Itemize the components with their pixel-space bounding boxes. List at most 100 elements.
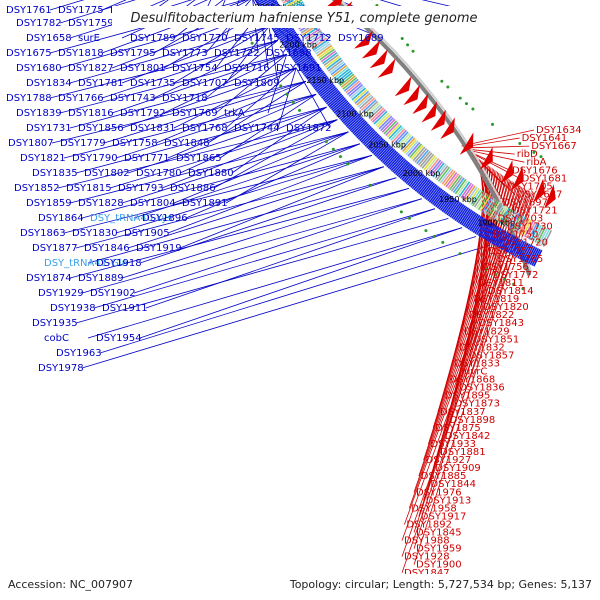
gene-label[interactable]: DSY1834	[26, 78, 72, 89]
gene-label[interactable]: DSY1680	[16, 63, 62, 74]
gene-label[interactable]: DSY1773	[162, 48, 208, 59]
gene-label[interactable]: DSY1718	[162, 93, 208, 104]
gene-label[interactable]: DSY1675	[6, 48, 52, 59]
gene-label[interactable]: DSY1780	[136, 168, 182, 179]
gene-label[interactable]: DSY1745	[234, 33, 280, 44]
gene-label[interactable]: DSY1641	[522, 133, 568, 144]
gene-label[interactable]: DSY1811	[478, 278, 524, 289]
gene-label[interactable]: DSY1743	[110, 93, 156, 104]
gene-label[interactable]: DSY1864	[38, 213, 84, 224]
gene-label[interactable]: DSY1795	[110, 48, 156, 59]
gene-label[interactable]: DSY1828	[78, 198, 124, 209]
gene-label[interactable]: DSY1929	[38, 288, 84, 299]
gene-label[interactable]: DSY1958	[411, 503, 457, 514]
gene-label[interactable]: DSY1768	[182, 123, 228, 134]
gene-label[interactable]: DSY1909	[435, 463, 481, 474]
gene-label[interactable]: DSY1722	[214, 48, 260, 59]
gene-label[interactable]: DSY1872	[286, 123, 332, 134]
gene-label[interactable]: DSY1847	[404, 568, 450, 579]
gene-label[interactable]: DSY1954	[96, 333, 142, 344]
gene-label[interactable]: DSY1829	[464, 326, 510, 337]
gene-label[interactable]: DSY1658	[26, 33, 72, 44]
gene-label[interactable]: DSY1938	[50, 303, 96, 314]
gene-label[interactable]: DSY1821	[20, 153, 66, 164]
gene-label[interactable]: DSY1928	[404, 552, 450, 563]
gene-label[interactable]: DSY1809	[234, 78, 280, 89]
gene-label[interactable]: DSY1758	[112, 138, 158, 149]
gene-label[interactable]: DSY1814	[488, 286, 534, 297]
gene-label[interactable]: DSY1820	[483, 302, 529, 313]
gene-label[interactable]: DSY1634	[536, 125, 582, 136]
gene-label[interactable]: DSY1895	[445, 391, 491, 402]
gene-label[interactable]: DSY1902	[90, 288, 136, 299]
right-gene-labels[interactable]: DSY1634DSY1641DSY1667ribDribADSY1676DSY1…	[404, 125, 582, 579]
gene-label[interactable]: DSY1793	[118, 183, 164, 194]
gene-label[interactable]: DSY1819	[474, 294, 520, 305]
gene-label[interactable]: DSY1772	[493, 270, 539, 281]
gene-label[interactable]: DSY1735	[130, 78, 176, 89]
gene-label[interactable]: DSY1731	[26, 123, 72, 134]
gene-label[interactable]: DSY1770	[182, 33, 228, 44]
gene-label[interactable]: DSY1769	[172, 108, 218, 119]
gene-label[interactable]: DSY1845	[416, 528, 462, 539]
gene-label[interactable]: DSY1865	[176, 153, 222, 164]
gene-label[interactable]: DSY1833	[454, 358, 500, 369]
gene-label[interactable]: DSY1788	[6, 93, 52, 104]
gene-label[interactable]: DSY1707	[182, 78, 228, 89]
gene-label[interactable]: DSY1730	[507, 222, 553, 233]
gene-label[interactable]: DSY1917	[421, 511, 467, 522]
gene-label[interactable]: DSY1856	[78, 123, 124, 134]
gene-label[interactable]: DSY1898	[450, 415, 496, 426]
gene-label[interactable]: DSY1790	[72, 153, 118, 164]
gene-label[interactable]: DSY1852	[14, 183, 60, 194]
gene-label[interactable]: DSY1978	[38, 363, 84, 374]
gene-label[interactable]: DSY1831	[130, 123, 176, 134]
gene-label[interactable]: DSY1782	[16, 18, 62, 29]
gene-label[interactable]: DSY1789	[130, 33, 176, 44]
gene-label[interactable]: DSY1830	[72, 228, 118, 239]
gene-label[interactable]: DSY1846	[84, 243, 130, 254]
gene-label[interactable]: DSY1881	[440, 447, 486, 458]
gene-label[interactable]: DSY1976	[416, 487, 462, 498]
gene-label[interactable]: DSY1959	[416, 544, 462, 555]
gene-label[interactable]: DSY1863	[20, 228, 66, 239]
gene-label[interactable]: DSY1759	[68, 18, 114, 29]
gene-label[interactable]: DSY1765	[498, 254, 544, 265]
gene-label[interactable]: DSY1892	[406, 519, 452, 530]
gene-label[interactable]: DSY1880	[188, 168, 234, 179]
gene-label[interactable]: trkA	[224, 108, 245, 119]
gene-label[interactable]: DSY1815	[66, 183, 112, 194]
gene-label[interactable]: DSY1766	[58, 93, 104, 104]
gene-label[interactable]: DSY1697	[502, 197, 548, 208]
gene-label[interactable]: DSY1750	[493, 230, 539, 241]
gene-label[interactable]: DSY1716	[224, 63, 270, 74]
gene-label[interactable]: DSY1691	[276, 63, 322, 74]
gene-label[interactable]: DSY1844	[430, 479, 476, 490]
gene-label[interactable]: DSY1822	[469, 310, 515, 321]
gene-label[interactable]: cobC	[44, 333, 69, 344]
gene-label[interactable]: DSY1891	[182, 198, 228, 209]
gene-label[interactable]: DSY1703	[498, 214, 544, 225]
gene-label[interactable]: surE	[78, 33, 100, 44]
gene-label[interactable]: DSY1698	[266, 48, 312, 59]
gene-label[interactable]: DSY1935	[32, 318, 78, 329]
gene-label[interactable]: DSY1868	[450, 375, 496, 386]
gene-label[interactable]: DSY1792	[120, 108, 166, 119]
gene-label[interactable]: DSY1857	[469, 350, 515, 361]
gene-label[interactable]: DSY1839	[16, 108, 62, 119]
gene-label[interactable]: DSY1859	[26, 198, 72, 209]
gene-label[interactable]: ribD	[517, 149, 538, 160]
gene-label[interactable]: DSY1804	[130, 198, 176, 209]
gene-label[interactable]: DSY1848	[164, 138, 210, 149]
gene-label[interactable]: DSY1988	[404, 536, 450, 547]
gene-label[interactable]: DSY1756	[483, 262, 529, 273]
gene-label[interactable]: DSY1889	[78, 273, 124, 284]
gene-label[interactable]: DSY1781	[78, 78, 124, 89]
gene-label[interactable]: DSY1837	[440, 407, 486, 418]
gene-label[interactable]: DSY1874	[26, 273, 72, 284]
gene-label[interactable]: DSY1761	[6, 5, 52, 16]
gene-label[interactable]: DSY1832	[459, 342, 505, 353]
gene-label[interactable]: DSY1757	[488, 246, 534, 257]
gene-label[interactable]: DSY1816	[68, 108, 114, 119]
gene-label[interactable]: DSY1801	[120, 63, 166, 74]
